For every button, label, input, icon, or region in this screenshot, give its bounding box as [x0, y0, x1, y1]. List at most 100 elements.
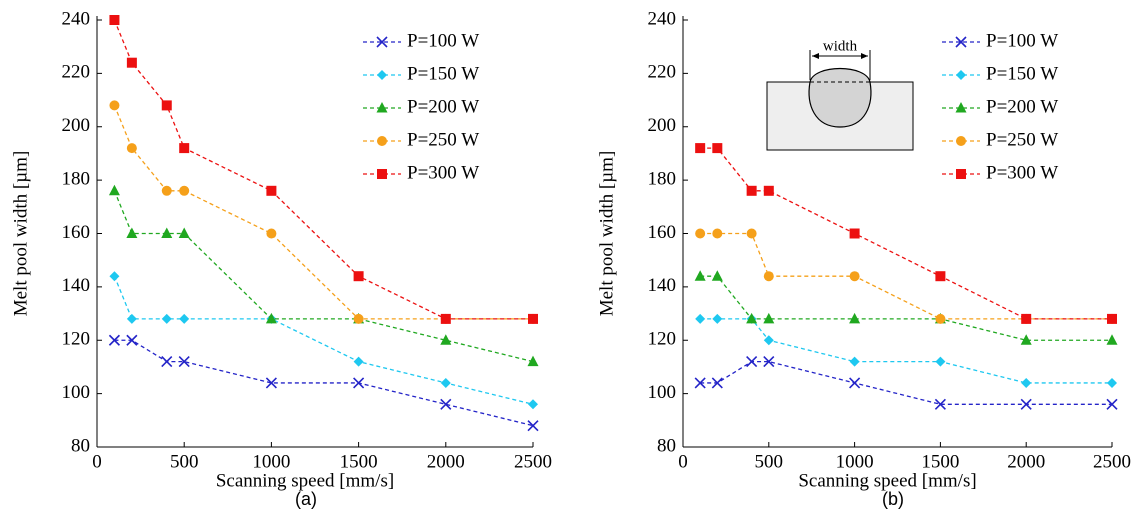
x-tick-label: 1000	[252, 451, 290, 472]
marker	[178, 356, 190, 368]
y-tick-label: 240	[648, 8, 677, 29]
marker	[109, 100, 120, 111]
y-tick-label: 180	[62, 168, 91, 189]
marker	[849, 356, 860, 367]
y-tick-label: 240	[62, 8, 91, 29]
marker	[695, 313, 706, 324]
y-tick-label: 160	[62, 222, 91, 243]
marker	[440, 313, 451, 324]
marker	[108, 184, 120, 196]
marker	[1107, 377, 1117, 388]
marker	[440, 377, 451, 388]
marker	[109, 271, 120, 282]
marker	[849, 377, 861, 389]
series-line	[700, 147, 1112, 320]
marker	[1106, 398, 1118, 410]
legend-label: P=200 W	[407, 96, 479, 117]
marker	[935, 271, 946, 282]
x-tick-label: 500	[170, 451, 199, 472]
x-axis-label: Scanning speed [mm/s]	[798, 470, 976, 491]
marker	[763, 356, 775, 368]
marker	[935, 356, 946, 367]
legend-label: P=100 W	[986, 30, 1058, 51]
marker	[108, 334, 121, 346]
marker	[528, 399, 538, 410]
marker	[178, 227, 190, 238]
marker	[1107, 313, 1117, 324]
caption: (a)	[295, 489, 317, 509]
marker	[527, 420, 539, 432]
x-tick-label: 1500	[340, 451, 378, 472]
marker	[695, 143, 706, 154]
marker	[712, 228, 723, 239]
y-tick-label: 100	[648, 382, 677, 403]
series-line	[700, 232, 1112, 320]
marker	[527, 355, 539, 367]
marker	[179, 313, 190, 324]
marker	[161, 356, 173, 368]
marker	[353, 271, 364, 282]
caption: (b)	[882, 489, 904, 509]
y-tick-label: 160	[648, 222, 677, 243]
x-tick-label: 0	[678, 451, 688, 472]
y-tick-label: 100	[62, 382, 91, 403]
y-tick-label: 220	[648, 62, 677, 83]
marker	[126, 57, 137, 68]
series-line	[114, 339, 534, 427]
legend-label: P=150 W	[407, 63, 479, 84]
y-tick-label: 120	[648, 329, 677, 350]
legend-label: P=250 W	[407, 129, 479, 150]
marker	[528, 313, 538, 324]
marker	[377, 70, 387, 80]
marker	[849, 312, 861, 324]
x-tick-label: 2500	[1093, 451, 1131, 472]
marker	[179, 143, 190, 154]
marker	[712, 313, 723, 324]
marker	[763, 271, 774, 282]
marker	[126, 143, 137, 154]
marker	[440, 398, 452, 410]
marker	[763, 335, 774, 346]
marker	[956, 169, 966, 179]
series-line	[113, 190, 534, 363]
x-tick-label: 2000	[1007, 451, 1045, 472]
marker	[746, 312, 758, 324]
marker	[353, 356, 364, 367]
y-axis-label: Melt pool width [µm]	[596, 151, 617, 317]
marker	[126, 334, 138, 346]
marker	[161, 313, 172, 324]
marker	[763, 185, 774, 196]
x-tick-label: 2000	[427, 451, 465, 472]
x-tick-label: 500	[755, 451, 784, 472]
annotation: width	[823, 38, 858, 54]
legend-label: P=100 W	[407, 30, 479, 51]
marker	[161, 227, 173, 238]
marker	[1021, 377, 1032, 388]
marker	[1106, 334, 1118, 345]
marker	[353, 313, 364, 324]
marker	[955, 102, 967, 113]
marker	[126, 227, 138, 238]
series-line	[700, 275, 1112, 341]
marker	[353, 377, 365, 389]
y-tick-label: 200	[648, 115, 677, 136]
marker	[1020, 398, 1032, 410]
marker	[1020, 334, 1032, 345]
x-tick-label: 1000	[836, 451, 874, 472]
marker	[376, 36, 388, 48]
marker	[711, 377, 723, 389]
marker	[161, 100, 172, 111]
y-tick-label: 140	[62, 275, 91, 296]
marker	[956, 136, 966, 146]
marker	[746, 356, 758, 368]
marker	[1021, 313, 1032, 324]
marker	[746, 185, 757, 196]
marker	[712, 143, 723, 154]
inset-diagram: width	[766, 38, 914, 151]
marker	[956, 70, 966, 80]
marker	[265, 312, 277, 324]
x-axis-label: Scanning speed [mm/s]	[216, 470, 394, 491]
legend-label: P=150 W	[986, 63, 1058, 84]
x-tick-label: 0	[92, 451, 102, 472]
